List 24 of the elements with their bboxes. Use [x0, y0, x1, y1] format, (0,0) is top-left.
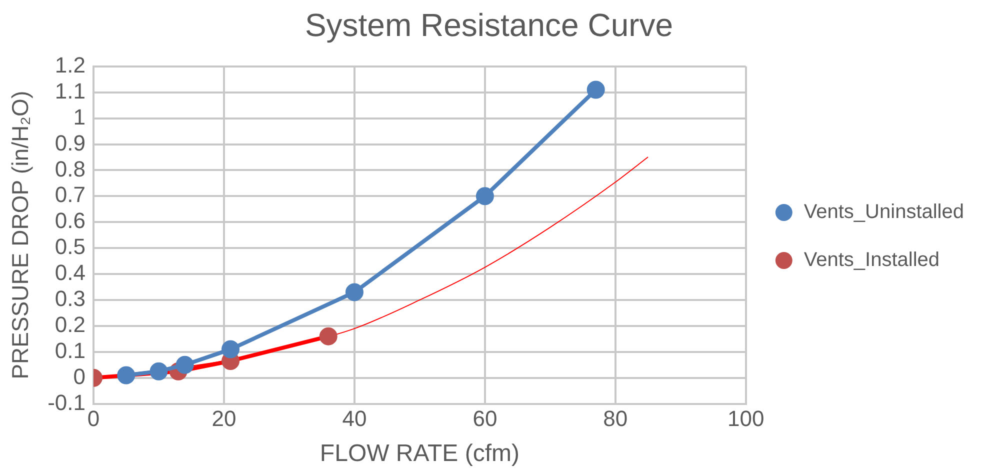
y-tick-label: 1 [73, 104, 86, 130]
y-tick-label: 0.9 [54, 130, 86, 156]
legend-label: Vents_Uninstalled [804, 201, 964, 224]
y-tick-label: 0.5 [54, 234, 86, 260]
legend-label: Vents_Installed [804, 249, 940, 272]
y-tick-label: 0.4 [54, 260, 86, 286]
x-tick-label: 100 [728, 406, 764, 432]
x-tick-label: 40 [342, 406, 367, 432]
chart-title: System Resistance Curve [304, 7, 674, 44]
y-tick-label: 1.1 [54, 78, 86, 104]
y-tick-label: 0.2 [54, 312, 86, 337]
y-tick-label: -0.1 [48, 390, 86, 415]
x-axis-title: FLOW RATE (cfm) [320, 440, 520, 468]
x-tick-label: 80 [603, 406, 628, 432]
x-tick-label: 20 [212, 406, 236, 432]
y-tick-label: 0.7 [54, 182, 86, 208]
y-axis-title: PRESSURE DROP (in/H₂O) [7, 90, 34, 380]
y-tick-label: 0 [73, 364, 86, 389]
y-tick-label: 0.1 [54, 338, 86, 363]
y-tick-label: 0.6 [54, 208, 86, 234]
y-tick-label: 1.2 [54, 52, 86, 78]
y-tick-label: 0.3 [54, 286, 86, 312]
y-tick-label: 0.8 [54, 156, 86, 182]
x-tick-label: 60 [472, 406, 498, 432]
